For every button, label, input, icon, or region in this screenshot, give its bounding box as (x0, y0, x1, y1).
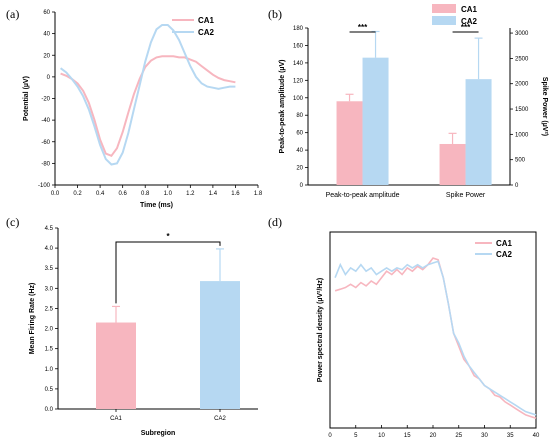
y-tick-label: 4.0 (45, 246, 54, 252)
bar-ca1-1 (439, 143, 466, 185)
y-right-tick-label: 1500 (515, 107, 529, 113)
panel-label-c: (c) (6, 215, 19, 229)
y-tick-label: 3.5 (45, 266, 54, 272)
y-right-tick-label: 2000 (515, 82, 529, 88)
x-tick-label: 0.4 (96, 191, 105, 197)
x-tick-label: 0.6 (118, 191, 127, 197)
bar-ca2 (200, 281, 240, 409)
x-tick-label: 10 (378, 433, 385, 439)
x-tick-label: 0.0 (51, 191, 60, 197)
series-line-ca2 (334, 260, 537, 416)
x-tick-label: 1.4 (209, 191, 218, 197)
y-tick-label: 0 (47, 75, 51, 81)
y-tick-label: 20 (43, 53, 50, 59)
y-axis-title: Peak-to-peak amplitude (µV) (279, 60, 286, 154)
y-tick-label: 2.0 (45, 327, 54, 333)
x-tick-label: 1.6 (231, 191, 240, 197)
panel-label-d: (d) (268, 215, 282, 229)
x-axis-title: Time (ms) (140, 202, 173, 209)
y-right-tick-label: 0 (515, 183, 519, 189)
y-tick-label: 40 (296, 148, 303, 154)
legend-swatch-ca1 (432, 4, 456, 13)
chart-c: 0.0 0.5 1.0 1.5 2.0 2.5 3.0 3.5 4.0 4.5 Mean Firin… (29, 226, 258, 437)
y-tick-label: 40 (43, 32, 50, 38)
chart-b: 0 20 40 60 80 100 120 140 160 180 0 500 1000 1500 2000… (279, 4, 548, 199)
x-tick-label: 0 (328, 433, 332, 439)
y-tick-label: 120 (293, 78, 304, 84)
x-tick-label: 0.8 (141, 191, 150, 197)
y-tick-label: 4.5 (45, 226, 54, 232)
series-line-ca1 (334, 257, 537, 419)
legend-label-ca2: CA2 (496, 250, 513, 259)
y-tick-label: 60 (296, 131, 303, 137)
x-tick-label: 0.2 (73, 191, 82, 197)
y-tick-label: -100 (38, 183, 51, 189)
y-axis-title: Potential (µV) (23, 76, 30, 121)
y-tick-label: 2.5 (45, 306, 54, 312)
y-tick-label: 0 (300, 183, 304, 189)
x-tick-label: 40 (533, 433, 540, 439)
bar-ca2-1 (465, 79, 492, 185)
legend-swatch-ca2 (432, 16, 456, 25)
y-tick-label: 1.5 (45, 347, 54, 353)
y-tick-label: 0.0 (45, 407, 54, 413)
x-tick-label: 30 (481, 433, 488, 439)
x-tick-label: 1.8 (254, 191, 263, 197)
y-axis-title: Power spectral density (µV²/Hz) (317, 278, 324, 382)
x-tick-label: 25 (455, 433, 462, 439)
y-tick-label: 160 (293, 43, 304, 49)
y-right-tick-label: 2500 (515, 56, 529, 62)
y-tick-label: -20 (41, 97, 50, 103)
y-tick-label: 1.0 (45, 367, 54, 373)
y-tick-label: 60 (43, 10, 50, 16)
bar-ca2-0 (362, 57, 389, 185)
y-tick-label: 3.0 (45, 286, 54, 292)
significance-mark-1: *** (461, 23, 471, 32)
x-tick-label: 35 (507, 433, 514, 439)
legend-label-ca1: CA1 (461, 5, 478, 14)
panel-label-b: (b) (268, 7, 282, 21)
y-tick-label: 0.5 (45, 387, 54, 393)
x-tick-label: 20 (430, 433, 437, 439)
chart-d: 0510152025303540Frequency (Hz)Power spec… (317, 231, 540, 439)
bar-ca1 (96, 322, 136, 409)
chart-a: 0.0 0.2 0.4 0.6 0.8 1.0 1.2 1.4 1.6 1.8 -100 -80 -60… (23, 10, 263, 209)
y-right-tick-label: 1000 (515, 132, 529, 138)
legend-label-ca2: CA2 (461, 17, 478, 26)
series-line-ca2 (59, 24, 236, 166)
y-axis-right-title: Spike Power (µV²) (541, 77, 548, 136)
x-tick-label: 5 (354, 433, 358, 439)
series-line-ca1 (60, 55, 236, 158)
x-tick-label: 15 (404, 433, 411, 439)
x-tick-label: 1.2 (186, 191, 195, 197)
bar-ca1-0 (336, 101, 363, 185)
y-right-tick-label: 3000 (515, 31, 529, 37)
x-tick-label: 1.0 (164, 191, 173, 197)
y-tick-label: -40 (41, 118, 50, 124)
panel-label-a: (a) (6, 7, 19, 21)
significance-mark-0: *** (358, 23, 368, 32)
y-tick-label: 140 (293, 61, 304, 67)
legend-label-ca2: CA2 (198, 28, 215, 37)
y-tick-label: 80 (296, 113, 303, 119)
x-axis-title: Subregion (141, 430, 176, 437)
y-tick-label: -80 (41, 161, 50, 167)
y-tick-label: -60 (41, 140, 50, 146)
y-axis-title: Mean Firing Rate (Hz) (29, 283, 36, 355)
significance-mark: * (166, 232, 170, 241)
y-right-tick-label: 500 (515, 158, 526, 164)
x-category-label: Peak-to-peak amplitude (326, 192, 400, 199)
x-category-label: CA1 (110, 416, 122, 422)
y-tick-label: 100 (293, 96, 304, 102)
y-tick-label: 180 (293, 26, 304, 32)
legend-label-ca1: CA1 (496, 239, 513, 248)
significance-bracket (115, 241, 221, 304)
y-tick-label: 20 (296, 166, 303, 172)
legend-label-ca1: CA1 (198, 16, 215, 25)
x-category-label: CA2 (214, 416, 226, 422)
x-category-label: Spike Power (446, 192, 486, 199)
